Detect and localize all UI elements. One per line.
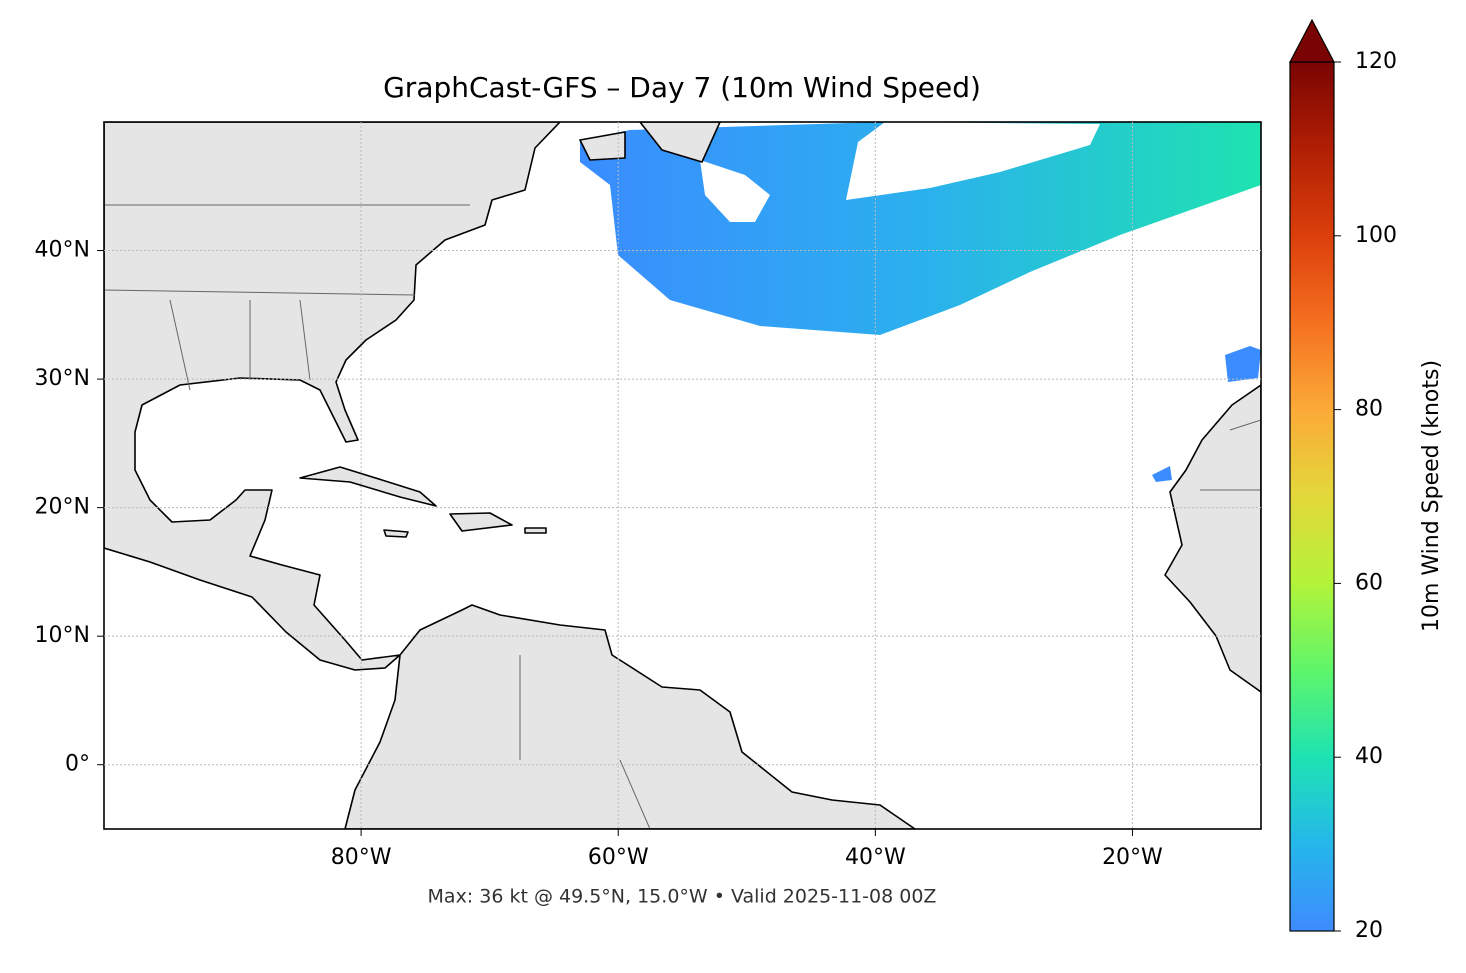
colorbar-tick-label: 80 bbox=[1355, 397, 1383, 422]
y-tick-label: 0° bbox=[65, 752, 90, 777]
colorbar-extend bbox=[1289, 18, 1335, 63]
colorbar-tick-label: 60 bbox=[1355, 570, 1383, 595]
y-tick-label: 20°N bbox=[35, 495, 90, 520]
wind-field bbox=[580, 122, 1261, 335]
footer-note: Max: 36 kt @ 49.5°N, 15.0°W • Valid 2025… bbox=[428, 886, 937, 908]
x-tick-label: 60°W bbox=[588, 845, 649, 870]
chart-title: GraphCast-GFS – Day 7 (10m Wind Speed) bbox=[383, 71, 981, 104]
land bbox=[299, 122, 721, 538]
colorbar-tick-label: 20 bbox=[1355, 918, 1383, 943]
colorbar-label: 10m Wind Speed (knots) bbox=[1419, 360, 1444, 632]
x-tick-label: 80°W bbox=[331, 845, 392, 870]
land bbox=[344, 604, 916, 829]
map-frame bbox=[103, 121, 1262, 830]
colorbar-tick-label: 40 bbox=[1355, 744, 1383, 769]
colorbar-tick-label: 100 bbox=[1355, 223, 1397, 248]
map bbox=[104, 122, 1261, 829]
y-tick-label: 30°N bbox=[35, 366, 90, 391]
x-tick-label: 20°W bbox=[1102, 845, 1163, 870]
land bbox=[104, 122, 561, 671]
colorbar bbox=[1289, 61, 1335, 932]
x-tick-label: 40°W bbox=[845, 845, 906, 870]
border bbox=[104, 204, 1261, 829]
colorbar-tick-label: 120 bbox=[1355, 49, 1397, 74]
y-tick-label: 10°N bbox=[35, 623, 90, 648]
land bbox=[1164, 384, 1261, 693]
calm-area bbox=[700, 122, 1100, 222]
y-tick-label: 40°N bbox=[35, 238, 90, 263]
